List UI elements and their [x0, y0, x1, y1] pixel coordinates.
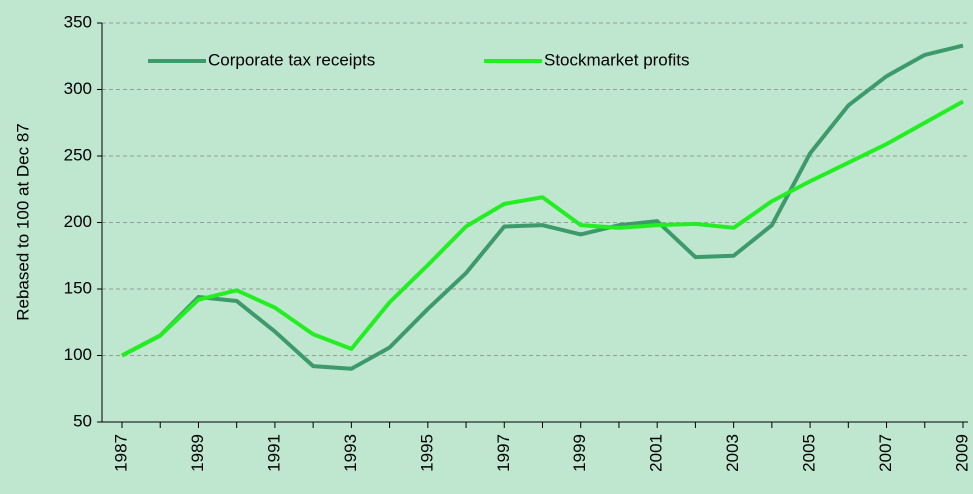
series-line — [121, 99, 964, 358]
x-tick-label: 2005 — [800, 434, 819, 472]
y-tick-label: 200 — [64, 212, 92, 231]
y-tick-label: 100 — [64, 345, 92, 364]
y-tick-label: 50 — [73, 411, 92, 430]
x-tick-label: 1987 — [111, 434, 130, 472]
x-tick-label: 1989 — [188, 434, 207, 472]
x-tick-label: 1997 — [494, 434, 513, 472]
legend-label: Stockmarket profits — [544, 50, 690, 69]
y-tick-label: 150 — [64, 278, 92, 297]
x-tick-label: 1993 — [341, 434, 360, 472]
y-axis-label: Rebased to 100 at Dec 87 — [13, 123, 32, 321]
x-tick-label: 1999 — [570, 434, 589, 472]
x-tick-label: 2007 — [876, 434, 895, 472]
legend-label: Corporate tax receipts — [208, 50, 375, 69]
x-tick-label: 1995 — [417, 434, 436, 472]
x-tick-label: 2001 — [647, 434, 666, 472]
x-tick-label: 1991 — [264, 434, 283, 472]
y-tick-label: 350 — [64, 12, 92, 31]
x-tick-label: 2009 — [952, 434, 971, 472]
y-tick-label: 250 — [64, 145, 92, 164]
x-tick-label: 2003 — [723, 434, 742, 472]
series-line — [121, 43, 964, 371]
y-tick-label: 300 — [64, 79, 92, 98]
